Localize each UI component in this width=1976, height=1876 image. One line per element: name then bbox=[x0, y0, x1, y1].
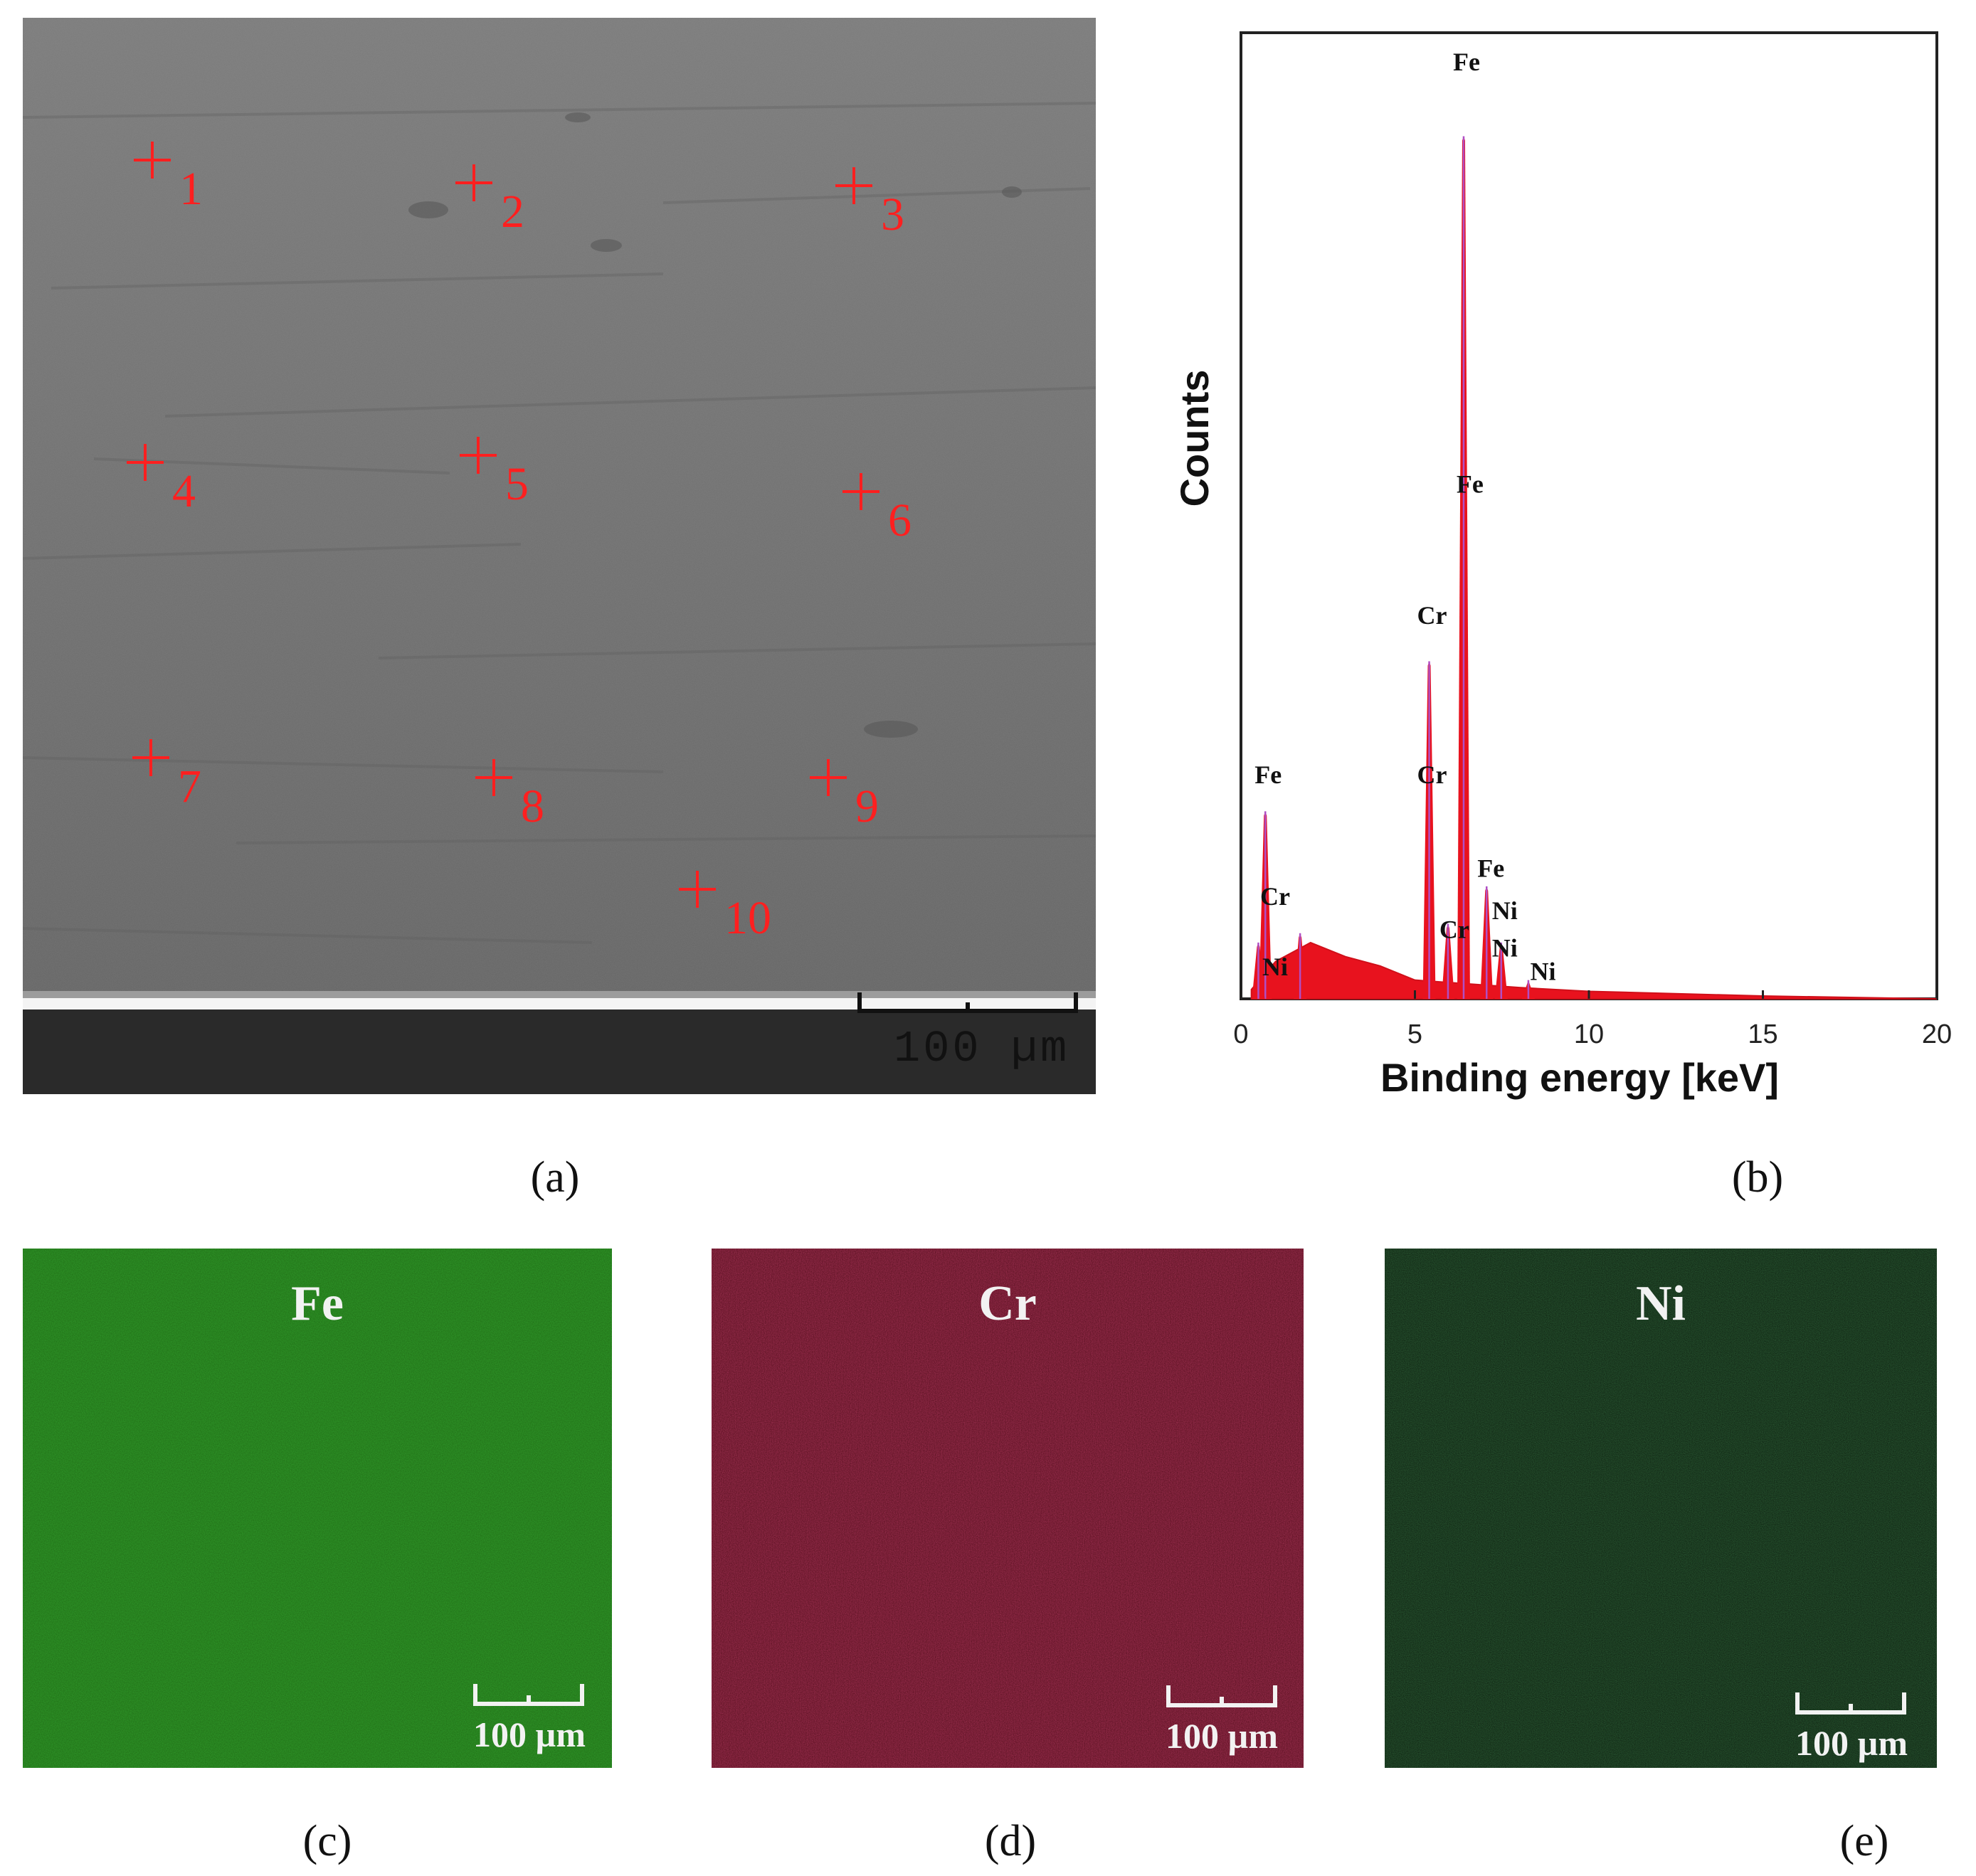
sem-surface-streaks bbox=[23, 102, 1096, 944]
map-scale-bar-label: 100 µm bbox=[473, 1715, 586, 1754]
sem-image-panel: 1 2 3 4 5 6 7 8 9 10 100 µm bbox=[23, 18, 1096, 1094]
eds-spectrum-chart: Fe Fe Cr Cr Fe Cr Ni Cr Fe Ni Ni Ni 0 5 10 15 20 Counts… bbox=[1172, 31, 1952, 1100]
peak-label: Cr bbox=[1417, 601, 1447, 630]
fe-map-image: Fe 100 µm bbox=[23, 1249, 612, 1768]
measurement-point: 7 bbox=[132, 739, 201, 812]
element-map-ni: Ni 100 µm bbox=[1385, 1249, 1937, 1768]
peak-label: Ni bbox=[1492, 934, 1518, 963]
measurement-point: 3 bbox=[835, 167, 904, 240]
measurement-points: 1 2 3 4 5 6 7 8 9 10 bbox=[127, 142, 912, 944]
measurement-point: 6 bbox=[842, 473, 912, 546]
x-tick-label: 20 bbox=[1922, 1019, 1952, 1049]
peak-label: Fe bbox=[1254, 761, 1282, 789]
sem-image: 1 2 3 4 5 6 7 8 9 10 100 µm bbox=[23, 18, 1096, 1094]
measurement-point: 10 bbox=[679, 871, 771, 944]
peak-label: Cr bbox=[1260, 882, 1290, 911]
element-map-fe: Fe 100 µm bbox=[23, 1249, 612, 1768]
peak-label: Fe bbox=[1477, 854, 1504, 883]
map-scale-bar-label: 100 µm bbox=[1166, 1716, 1278, 1756]
plot-frame bbox=[1240, 31, 1938, 1000]
measurement-point-label: 4 bbox=[172, 465, 196, 517]
sem-scale-bar-label: 100 µm bbox=[894, 1024, 1069, 1074]
caption-b: (b) bbox=[1731, 1153, 1784, 1202]
spectrum-continuum bbox=[1250, 941, 1938, 1000]
map-scale-bar-label: 100 µm bbox=[1795, 1723, 1908, 1763]
measurement-point-label: 3 bbox=[881, 189, 904, 240]
peak-label: Fe bbox=[1457, 470, 1484, 498]
x-tick-label: 5 bbox=[1407, 1019, 1422, 1049]
sem-scale-bar: 100 µm bbox=[857, 992, 1078, 1074]
measurement-point: 9 bbox=[810, 759, 879, 832]
x-tick-label: 15 bbox=[1748, 1019, 1777, 1049]
peak-label: Ni bbox=[1531, 958, 1556, 986]
y-axis-label: Counts bbox=[1172, 370, 1217, 507]
measurement-point-label: 6 bbox=[888, 494, 912, 546]
measurement-point: 2 bbox=[455, 164, 524, 238]
measurement-point-label: 5 bbox=[505, 458, 529, 510]
peak-label: Cr bbox=[1439, 915, 1469, 943]
peak-label: Fe bbox=[1453, 48, 1480, 76]
eds-spectrum-panel: Fe Fe Cr Cr Fe Cr Ni Cr Fe Ni Ni Ni 0 5 10 15 20 Counts… bbox=[1153, 14, 1971, 1124]
caption-d: (d) bbox=[984, 1817, 1037, 1865]
caption-c: (c) bbox=[302, 1817, 352, 1865]
measurement-point: 5 bbox=[460, 437, 529, 510]
x-tick-label: 0 bbox=[1233, 1019, 1248, 1049]
peak-label: Ni bbox=[1262, 953, 1288, 981]
measurement-point-label: 2 bbox=[501, 186, 524, 238]
caption-a: (a) bbox=[530, 1153, 580, 1202]
caption-e: (e) bbox=[1839, 1817, 1889, 1865]
map-element-label: Fe bbox=[291, 1276, 344, 1331]
measurement-point: 8 bbox=[475, 759, 544, 832]
measurement-point-label: 1 bbox=[179, 163, 203, 215]
x-tick-label: 10 bbox=[1574, 1019, 1604, 1049]
element-map-cr: Cr 100 µm bbox=[712, 1249, 1304, 1768]
cr-map-image: Cr 100 µm bbox=[712, 1249, 1304, 1768]
x-axis-label: Binding energy [keV] bbox=[1380, 1055, 1779, 1100]
peak-label: Cr bbox=[1417, 761, 1447, 789]
map-element-label: Cr bbox=[978, 1276, 1037, 1331]
ni-map-image: Ni 100 µm bbox=[1385, 1249, 1937, 1768]
measurement-point: 4 bbox=[127, 444, 196, 517]
map-element-label: Ni bbox=[1636, 1276, 1686, 1331]
measurement-point: 1 bbox=[134, 142, 203, 215]
measurement-point-label: 10 bbox=[724, 892, 771, 944]
measurement-point-label: 9 bbox=[855, 780, 879, 832]
measurement-point-label: 7 bbox=[178, 761, 201, 812]
measurement-point-label: 8 bbox=[521, 780, 544, 832]
peak-label: Ni bbox=[1492, 896, 1518, 925]
